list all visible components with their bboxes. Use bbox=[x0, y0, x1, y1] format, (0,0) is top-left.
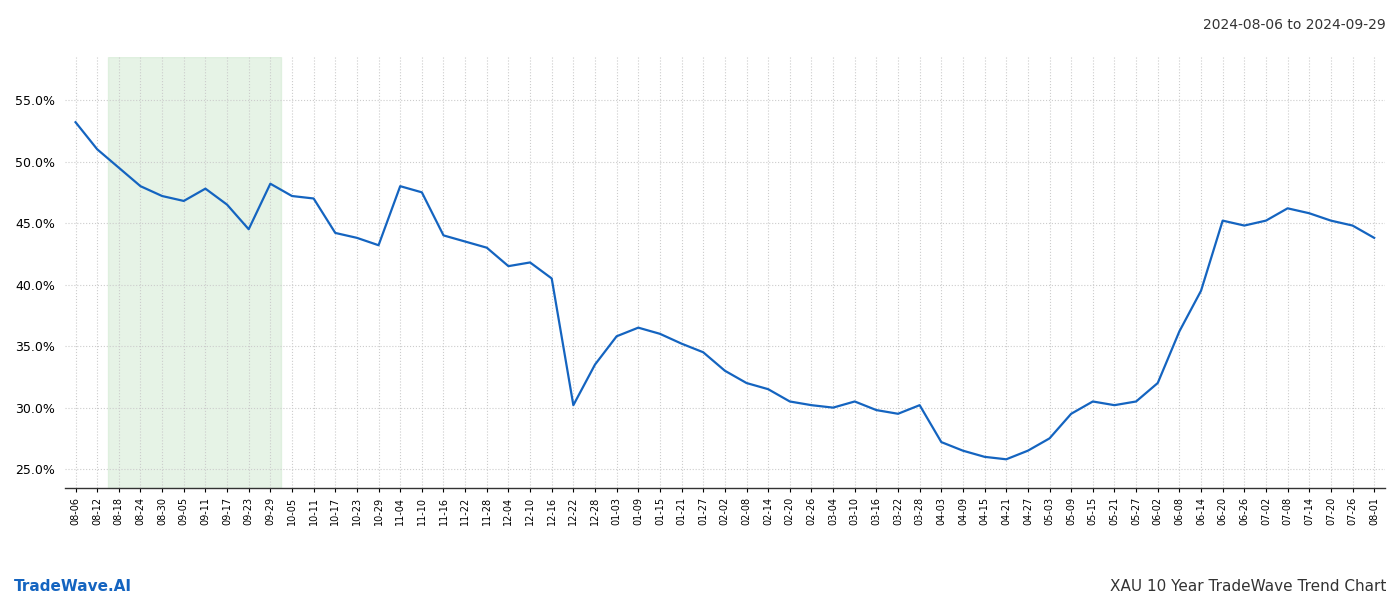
Text: TradeWave.AI: TradeWave.AI bbox=[14, 579, 132, 594]
Text: XAU 10 Year TradeWave Trend Chart: XAU 10 Year TradeWave Trend Chart bbox=[1110, 579, 1386, 594]
Text: 2024-08-06 to 2024-09-29: 2024-08-06 to 2024-09-29 bbox=[1203, 18, 1386, 32]
Bar bbox=[108, 57, 281, 488]
